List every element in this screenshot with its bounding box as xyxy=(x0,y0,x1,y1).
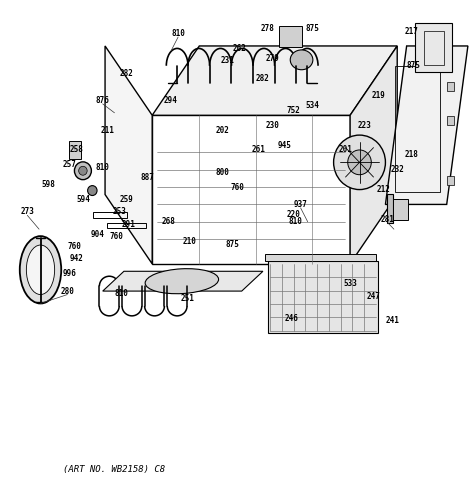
Ellipse shape xyxy=(88,186,97,196)
Text: 261: 261 xyxy=(251,145,265,154)
Bar xyxy=(268,261,378,333)
Bar xyxy=(395,66,439,192)
Text: 281: 281 xyxy=(381,215,395,224)
Text: 800: 800 xyxy=(216,168,230,177)
Text: 247: 247 xyxy=(367,291,381,301)
Text: 262: 262 xyxy=(232,44,246,53)
Text: 875: 875 xyxy=(225,240,239,249)
Bar xyxy=(108,223,146,228)
Text: 219: 219 xyxy=(372,91,385,100)
Bar xyxy=(393,200,408,220)
Text: 534: 534 xyxy=(305,101,319,110)
Text: 258: 258 xyxy=(70,145,84,154)
Text: 201: 201 xyxy=(338,145,352,154)
Text: 212: 212 xyxy=(376,185,390,194)
Text: 875: 875 xyxy=(305,24,319,33)
Polygon shape xyxy=(152,46,397,116)
Text: 253: 253 xyxy=(112,207,126,216)
Text: 282: 282 xyxy=(119,69,133,78)
Text: 760: 760 xyxy=(230,183,244,192)
Text: 211: 211 xyxy=(100,125,114,134)
Text: 945: 945 xyxy=(277,140,291,149)
Ellipse shape xyxy=(334,135,385,190)
Text: 268: 268 xyxy=(162,217,175,226)
Text: 202: 202 xyxy=(216,125,230,134)
Text: 273: 273 xyxy=(20,207,34,216)
Bar xyxy=(69,141,81,159)
Text: 278: 278 xyxy=(261,24,274,33)
Bar xyxy=(152,116,350,264)
Ellipse shape xyxy=(145,268,219,294)
Text: 217: 217 xyxy=(404,26,418,35)
Text: 996: 996 xyxy=(63,269,77,278)
Text: 937: 937 xyxy=(294,200,308,209)
Text: 294: 294 xyxy=(164,96,178,105)
Text: 259: 259 xyxy=(119,195,133,204)
Text: 231: 231 xyxy=(220,56,235,65)
Bar xyxy=(93,212,127,218)
Text: 291: 291 xyxy=(122,220,136,229)
Text: 232: 232 xyxy=(390,165,404,174)
Text: 752: 752 xyxy=(287,106,301,115)
Text: 810: 810 xyxy=(115,289,128,298)
Bar xyxy=(387,194,393,223)
Polygon shape xyxy=(350,46,397,264)
Text: 210: 210 xyxy=(183,237,197,246)
Text: 251: 251 xyxy=(181,294,194,303)
Ellipse shape xyxy=(20,236,61,303)
Text: 246: 246 xyxy=(284,314,298,323)
Polygon shape xyxy=(103,271,263,291)
Bar xyxy=(424,31,444,65)
Ellipse shape xyxy=(290,50,313,70)
Bar xyxy=(415,23,452,72)
Ellipse shape xyxy=(348,150,371,175)
Text: 218: 218 xyxy=(404,150,418,159)
Text: 230: 230 xyxy=(265,121,279,129)
Ellipse shape xyxy=(27,245,55,294)
Polygon shape xyxy=(385,46,468,205)
Text: 942: 942 xyxy=(70,254,84,263)
Text: 220: 220 xyxy=(287,210,301,219)
Ellipse shape xyxy=(79,166,87,175)
Text: (ART NO. WB2158) C8: (ART NO. WB2158) C8 xyxy=(63,465,165,474)
Text: 594: 594 xyxy=(77,195,91,204)
Text: 887: 887 xyxy=(140,173,155,182)
Bar xyxy=(279,26,302,47)
Text: 598: 598 xyxy=(42,180,55,189)
Text: 257: 257 xyxy=(63,160,77,169)
Text: 810: 810 xyxy=(96,163,109,172)
Text: 282: 282 xyxy=(256,74,270,83)
Text: 760: 760 xyxy=(110,232,124,241)
Text: 876: 876 xyxy=(96,96,109,105)
Bar xyxy=(447,82,454,91)
Text: 241: 241 xyxy=(385,316,400,325)
Text: 810: 810 xyxy=(289,217,303,226)
Polygon shape xyxy=(105,46,152,264)
Text: 875: 875 xyxy=(407,61,420,70)
Text: 904: 904 xyxy=(91,230,105,239)
Text: 533: 533 xyxy=(343,279,357,288)
Bar xyxy=(447,116,454,125)
Bar xyxy=(447,176,454,185)
Text: 280: 280 xyxy=(60,286,74,296)
Text: 760: 760 xyxy=(67,242,82,251)
Bar xyxy=(265,254,376,261)
Ellipse shape xyxy=(74,162,91,180)
Text: 279: 279 xyxy=(265,54,279,63)
Text: 223: 223 xyxy=(357,121,371,129)
Text: 810: 810 xyxy=(171,29,185,38)
